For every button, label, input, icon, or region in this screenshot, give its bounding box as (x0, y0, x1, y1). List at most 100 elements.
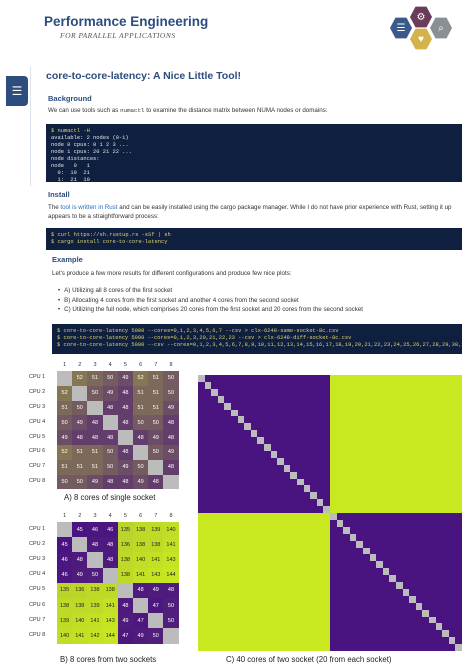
heatmap-cell (396, 457, 403, 465)
heatmap-cell (316, 602, 324, 610)
heatmap-cell (415, 609, 423, 617)
heatmap-cell (369, 485, 377, 493)
heatmap-cell (290, 519, 298, 528)
heatmap-cell (330, 457, 337, 465)
gear-icon[interactable]: ⚙ (410, 6, 432, 28)
heatmap-cell (396, 381, 403, 390)
heatmap-cell (297, 492, 304, 500)
heatmap-cell (336, 519, 344, 528)
heatmap-cell (429, 519, 436, 528)
heatmap-cell (163, 474, 179, 490)
heatmap-cell (217, 637, 225, 645)
search-icon[interactable]: ⌕ (430, 17, 452, 39)
heatmap-cell (303, 533, 311, 541)
heatmap-cell (224, 540, 232, 548)
heatmap-cell (429, 582, 436, 590)
heatmap-cell (402, 588, 410, 597)
heatmap-cell (409, 582, 417, 590)
heatmap-cell (198, 471, 205, 479)
heatmap-cell (323, 437, 331, 445)
heatmap-cell (237, 464, 245, 472)
heatmap-cell (217, 492, 225, 500)
heatmap-cell (231, 430, 238, 438)
heatmap-cell (402, 595, 410, 603)
heatmap-cell (455, 561, 463, 569)
menu-icon[interactable]: ☰ (390, 17, 412, 39)
heatmap-cell (270, 547, 278, 555)
heatmap-cell (389, 637, 397, 645)
heatmap-cell (244, 478, 252, 486)
heatmap-cell (277, 450, 285, 459)
heatmap-cell (349, 485, 357, 493)
heatmap-cell (422, 644, 430, 652)
heatmap-cell (224, 595, 232, 603)
heatmap-cell (356, 464, 364, 472)
heatmap-cell (211, 554, 219, 562)
heatmap-cell (409, 568, 417, 576)
heatmap-cell (316, 582, 324, 590)
heatmap-cell (270, 388, 278, 396)
heatmap-cell (455, 575, 463, 583)
heatmap-cell (369, 582, 377, 590)
heatmap-cell (409, 402, 417, 410)
heatmap-cell (369, 457, 377, 465)
heatmap-cell (409, 637, 417, 645)
document-list-icon[interactable]: ☰ (6, 76, 28, 106)
brand-title[interactable]: Performance Engineering (44, 14, 209, 29)
heatmap-cell (415, 588, 423, 597)
heatmap-cell (290, 588, 298, 597)
heatmap-cell (349, 582, 357, 590)
heatmap-cell (244, 616, 252, 624)
heatmap-cell (415, 519, 423, 528)
heatmap-cell (231, 519, 238, 528)
heatmap-cell (415, 402, 423, 410)
heatmap-cell: 138 (102, 582, 118, 598)
heatmap-cell (270, 637, 278, 645)
heatmap-cell (198, 457, 205, 465)
heatmap-cell (442, 602, 450, 610)
rust-link[interactable]: tool is written in Rust (60, 204, 118, 211)
heatmap-cell: 135 (117, 522, 133, 538)
heatmap-cell (376, 609, 384, 617)
heatmap-cell (389, 430, 397, 438)
heatmap-cell (244, 568, 252, 576)
heatmap-cell (303, 450, 311, 459)
heatmap-cell (211, 395, 219, 403)
heatmap-cell (343, 609, 351, 617)
heatmap-cell (264, 450, 271, 459)
heatmap-cell (422, 526, 430, 534)
heatmap-cell (382, 444, 390, 452)
heatmap-cell (349, 623, 357, 631)
heatmap-cell (244, 602, 252, 610)
heatmap-cell (290, 450, 298, 459)
heatmap-cell (422, 430, 430, 438)
heatmap-cell (343, 533, 351, 541)
heatmap-cell (290, 485, 298, 493)
heatmap-cell (349, 409, 357, 417)
heatmap-cell (204, 492, 212, 500)
heatmap-cell (389, 644, 397, 652)
heatmap-cell (204, 547, 212, 555)
heatmap-cell (198, 402, 205, 410)
heatmap-cell (283, 409, 291, 417)
heatmap-cell (422, 471, 430, 479)
heatmap-cell (211, 540, 219, 548)
heatmap-cell (250, 644, 258, 652)
heatmap-cell (277, 444, 285, 452)
heatmap-cell (356, 595, 364, 603)
heatmap-cell (323, 630, 331, 638)
heatmap-cell (198, 423, 205, 431)
heart-icon[interactable]: ♥ (410, 28, 432, 50)
heatmap-cell (316, 513, 324, 521)
heatmap-cell (310, 595, 318, 603)
heatmap-cell (250, 499, 258, 507)
heatmap-cell (303, 630, 311, 638)
heatmap-cell (217, 582, 225, 590)
heatmap-cell (204, 630, 212, 638)
heatmap-cell (277, 595, 285, 603)
heatmap-cell (389, 547, 397, 555)
heatmap-cell (270, 630, 278, 638)
heatmap-cell (448, 506, 456, 514)
heatmap-cell (448, 582, 456, 590)
heatmap-cell (310, 395, 318, 403)
